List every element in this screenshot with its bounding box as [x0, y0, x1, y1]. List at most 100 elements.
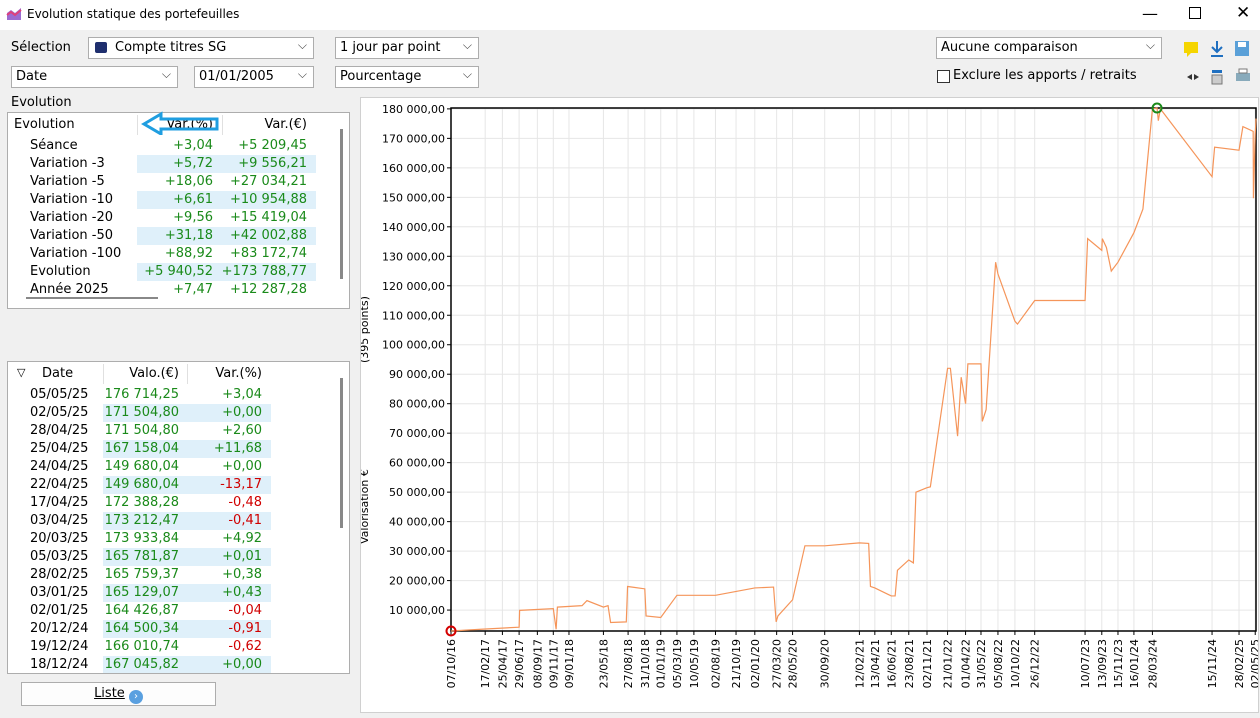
header-row	[8, 362, 349, 386]
x-tick-label: 28/02/25	[1233, 639, 1246, 688]
cell-value: +0,38	[222, 567, 262, 582]
cell-value: -0,91	[228, 621, 262, 636]
y-tick-label: 20 000,00	[389, 575, 445, 588]
row-band	[103, 656, 271, 673]
max-marker	[1151, 102, 1163, 114]
cell-label: 17/04/25	[30, 495, 89, 510]
x-tick-label: 15/11/23	[1112, 639, 1125, 688]
row-band	[103, 584, 271, 602]
exclude-label: Exclure les apports / retraits	[953, 68, 1137, 83]
y-tick-label: 130 000,00	[382, 250, 445, 263]
evolution-table: Evolution Var.(%) Var.(€) Séance +3,04 +5 209…	[7, 112, 350, 309]
column-header: Valo.(€)	[129, 366, 179, 381]
row-band	[103, 440, 271, 458]
x-tick-label: 15/11/24	[1206, 639, 1219, 688]
column-divider	[187, 364, 188, 384]
x-tick-label: 13/04/21	[869, 639, 882, 688]
y-tick-label: 10 000,00	[389, 604, 445, 617]
x-tick-label: 05/08/22	[992, 639, 1005, 688]
h-scrollbar	[26, 297, 158, 299]
x-tick-label: 01/01/19	[655, 639, 668, 688]
cell-value: 164 500,34	[104, 621, 179, 636]
cell-value: 173 933,84	[104, 531, 179, 546]
cell-value: -0,48	[228, 495, 262, 510]
row-band	[103, 512, 271, 530]
close[interactable]: ✕	[1236, 3, 1251, 23]
cell-value: +0,00	[222, 459, 262, 474]
row-band	[137, 191, 316, 209]
list-button[interactable]: Liste ›	[21, 682, 216, 706]
comparison-combo[interactable]: Aucune comparaison	[936, 35, 1162, 59]
x-tick-label: 09/11/17	[547, 639, 560, 688]
cell-label: 25/04/25	[30, 441, 89, 456]
app-icon	[6, 8, 22, 20]
scale-combo[interactable]: Pourcentage	[335, 64, 479, 88]
header-row	[8, 113, 349, 137]
cell-value: +18,06	[164, 174, 213, 189]
cell-value: +10 954,88	[229, 192, 307, 207]
plot-frame	[450, 107, 1257, 632]
y-tick-label: 150 000,00	[382, 191, 445, 204]
x-tick-label: 16/06/21	[885, 639, 898, 688]
x-tick-label: 23/08/21	[903, 639, 916, 688]
cell-value: 149 680,04	[104, 459, 179, 474]
y-tick-label: 120 000,00	[382, 280, 445, 293]
cell-label: 05/05/25	[30, 387, 89, 402]
y-tick-label: 110 000,00	[382, 309, 445, 322]
cell-value: -13,17	[220, 477, 262, 492]
cell-value: 176 714,25	[104, 387, 179, 402]
evolution-title: Evolution	[11, 95, 72, 110]
cell-label: 02/01/25	[30, 603, 89, 618]
minimize[interactable]: —	[1142, 4, 1158, 23]
cell-label: 03/01/25	[30, 585, 89, 600]
row-band	[137, 155, 316, 173]
x-tick-label: 08/09/17	[531, 639, 544, 688]
cell-value: 173 212,47	[104, 513, 179, 528]
cell-value: 164 426,87	[104, 603, 179, 618]
y-tick-label: 100 000,00	[382, 339, 445, 352]
row-band	[103, 620, 271, 638]
period-combo[interactable]: 1 jour par point	[335, 35, 479, 59]
y-tick-label: 70 000,00	[389, 427, 445, 440]
axis-combo[interactable]: Date	[11, 64, 178, 88]
account: Compte titres SG	[115, 40, 227, 55]
cell-value: 172 388,28	[104, 495, 179, 510]
x-tick-label: 13/09/23	[1096, 639, 1109, 688]
y-tick-label: 30 000,00	[389, 545, 445, 558]
cell-label: 24/04/25	[30, 459, 89, 474]
x-tick-label: 30/09/20	[819, 639, 832, 688]
x-tick-label: 29/06/17	[513, 639, 526, 688]
date-picker[interactable]: 01/01/2005	[194, 64, 314, 88]
toolbar-icons[interactable]	[1182, 40, 1254, 90]
cell-value: +83 172,74	[229, 246, 307, 261]
selection-label: Sélection	[11, 40, 71, 55]
list-label: Liste	[94, 686, 125, 701]
exclude-checkbox[interactable]	[937, 70, 950, 83]
cell-value: 149 680,04	[104, 477, 179, 492]
cell-label: 28/02/25	[30, 567, 89, 582]
cell-label: Variation -5	[30, 174, 105, 189]
x-tick-label: 21/01/22	[942, 639, 955, 688]
cell-label: 19/12/24	[30, 639, 89, 654]
x-tick-label: 07/10/16	[445, 639, 458, 688]
chart: Valorisation € (395 points) 10 000,00 20 …	[360, 97, 1259, 713]
cell-value: +88,92	[164, 246, 213, 261]
maximize[interactable]	[1189, 7, 1201, 19]
account-combo[interactable]: Compte titres SG	[88, 35, 314, 59]
x-tick-label: 23/05/18	[597, 639, 610, 688]
scale-mode: Pourcentage	[340, 69, 422, 84]
y-tick-label: 80 000,00	[389, 398, 445, 411]
cell-value: +5,72	[173, 156, 213, 171]
y-tick-label: 40 000,00	[389, 516, 445, 529]
column-header: Evolution	[14, 117, 75, 132]
x-tick-label: 02/08/19	[709, 639, 722, 688]
arrow-annotation	[141, 111, 219, 135]
cell-value: +3,04	[173, 138, 213, 153]
cell-value: 171 504,80	[104, 405, 179, 420]
cell-label: 02/05/25	[30, 405, 89, 420]
cell-value: 165 759,37	[104, 567, 179, 582]
cell-label: Variation -20	[30, 210, 114, 225]
cell-value: +0,01	[222, 549, 262, 564]
x-tick-label: 27/08/18	[622, 639, 635, 688]
